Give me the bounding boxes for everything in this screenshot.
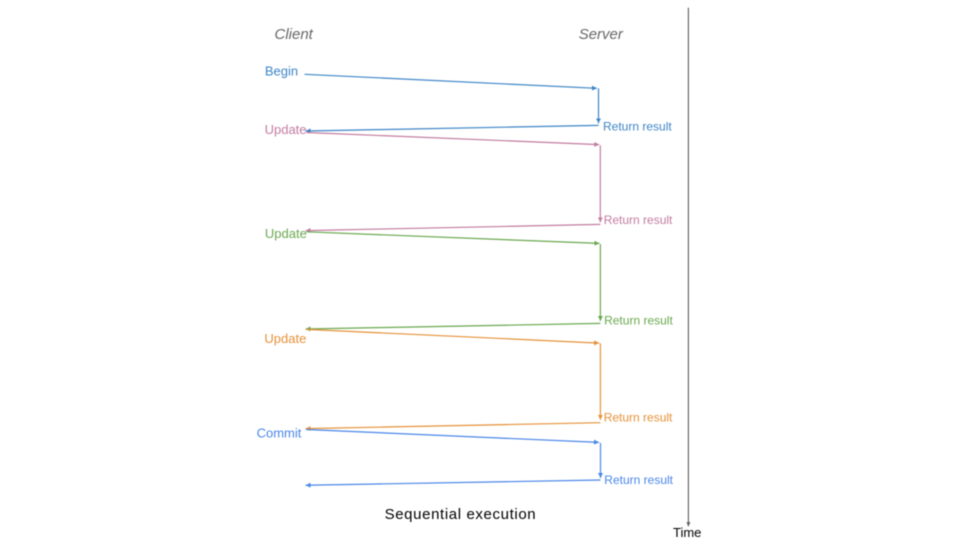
svg-text:Return result: Return result bbox=[604, 411, 673, 425]
svg-text:Server: Server bbox=[579, 26, 624, 43]
svg-text:Return result: Return result bbox=[604, 473, 673, 487]
svg-text:Return result: Return result bbox=[604, 213, 673, 227]
svg-text:Client: Client bbox=[275, 26, 314, 43]
svg-text:Update: Update bbox=[265, 226, 307, 241]
svg-text:Time: Time bbox=[673, 525, 701, 540]
svg-text:Update: Update bbox=[265, 122, 307, 137]
svg-text:Sequential execution: Sequential execution bbox=[385, 506, 537, 523]
svg-text:Return result: Return result bbox=[603, 120, 672, 134]
svg-text:Return result: Return result bbox=[604, 313, 673, 327]
svg-text:Begin: Begin bbox=[265, 64, 298, 79]
svg-text:Update: Update bbox=[264, 331, 306, 346]
svg-text:Commit: Commit bbox=[257, 425, 302, 440]
